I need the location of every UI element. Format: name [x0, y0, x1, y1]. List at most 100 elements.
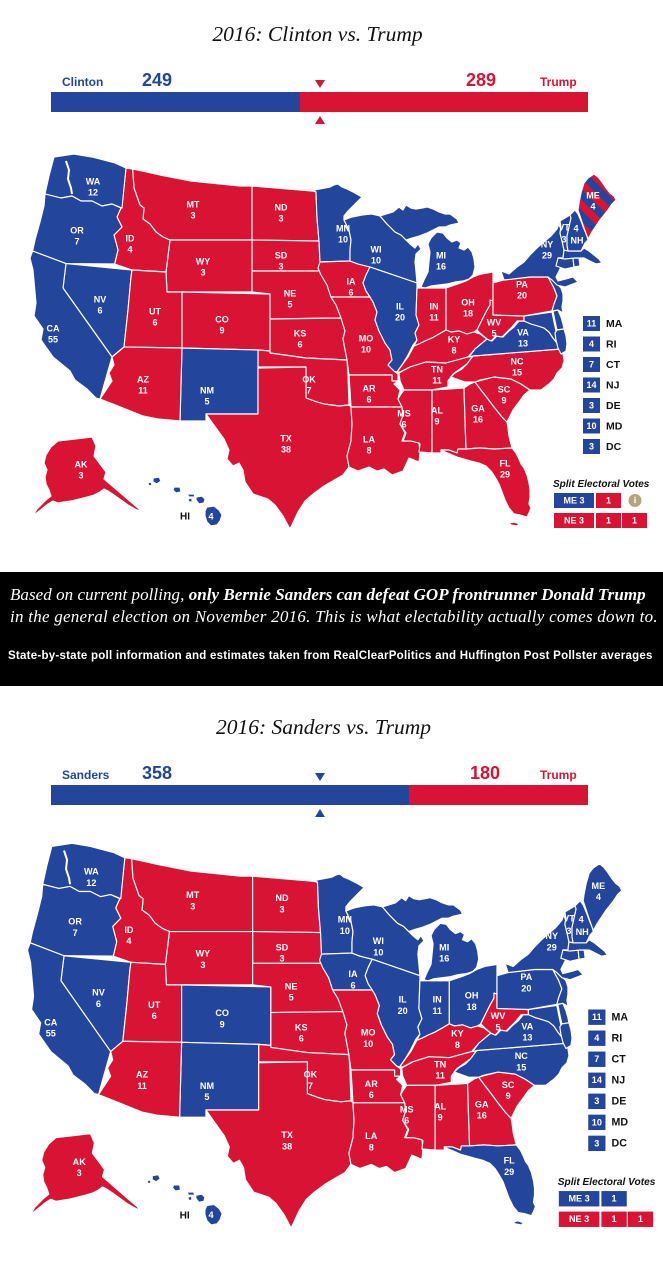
svg-text:NE 3: NE 3 [564, 515, 584, 525]
svg-text:1: 1 [638, 1214, 643, 1224]
svg-text:14: 14 [592, 1075, 603, 1085]
svg-text:7: 7 [594, 1054, 599, 1064]
svg-text:Split Electoral Votes: Split Electoral Votes [558, 1177, 656, 1188]
svg-text:55: 55 [48, 334, 58, 344]
svg-text:SD: SD [276, 942, 289, 952]
svg-text:6: 6 [369, 1090, 374, 1100]
svg-text:3: 3 [200, 267, 205, 277]
svg-text:NY: NY [545, 931, 558, 941]
svg-text:3: 3 [78, 470, 83, 480]
svg-text:OK: OK [304, 1070, 318, 1080]
svg-text:NY: NY [541, 239, 554, 249]
svg-text:16: 16 [473, 414, 483, 424]
svg-text:NM: NM [200, 385, 214, 395]
svg-text:AR: AR [365, 1079, 379, 1089]
svg-text:6: 6 [96, 999, 101, 1009]
svg-text:FL: FL [500, 458, 511, 468]
svg-text:NJ: NJ [612, 1075, 626, 1087]
svg-text:ID: ID [126, 233, 136, 243]
svg-text:18: 18 [463, 308, 473, 318]
svg-text:11: 11 [429, 312, 439, 322]
svg-text:LA: LA [363, 434, 375, 444]
svg-text:12: 12 [86, 878, 96, 888]
svg-text:CA: CA [47, 323, 60, 333]
svg-text:ID: ID [124, 925, 133, 935]
svg-text:NH: NH [571, 235, 584, 245]
svg-text:5: 5 [204, 396, 209, 406]
svg-text:MN: MN [338, 915, 352, 925]
svg-text:15: 15 [512, 367, 522, 377]
svg-text:4: 4 [596, 892, 602, 902]
svg-text:5: 5 [287, 299, 292, 309]
svg-text:6: 6 [348, 287, 353, 297]
svg-text:13: 13 [518, 338, 528, 348]
svg-text:6: 6 [152, 317, 157, 327]
svg-text:MS: MS [397, 408, 411, 418]
svg-text:10: 10 [340, 926, 350, 936]
svg-text:6: 6 [152, 1011, 157, 1021]
svg-text:10: 10 [363, 1039, 373, 1049]
svg-text:MA: MA [612, 1011, 629, 1023]
svg-text:NM: NM [200, 1081, 215, 1091]
svg-text:3: 3 [561, 234, 566, 244]
svg-text:WA: WA [86, 176, 101, 186]
svg-text:11: 11 [435, 1071, 445, 1081]
svg-text:20: 20 [517, 290, 527, 300]
svg-text:16: 16 [477, 1111, 487, 1121]
svg-text:MT: MT [187, 199, 200, 209]
svg-text:10: 10 [371, 255, 381, 265]
svg-text:5: 5 [289, 993, 294, 1003]
svg-text:6: 6 [366, 394, 371, 404]
svg-text:NE: NE [284, 288, 297, 298]
svg-text:NE 3: NE 3 [569, 1214, 589, 1224]
svg-text:AK: AK [73, 1157, 87, 1167]
svg-text:29: 29 [542, 250, 552, 260]
svg-text:PA: PA [516, 279, 528, 289]
svg-text:MN: MN [336, 223, 350, 233]
svg-text:5: 5 [491, 328, 496, 338]
svg-text:CA: CA [44, 1017, 58, 1027]
svg-text:TN: TN [431, 364, 443, 374]
svg-text:IN: IN [430, 301, 439, 311]
svg-text:11: 11 [432, 375, 442, 385]
svg-text:SC: SC [502, 1080, 515, 1090]
svg-text:55: 55 [46, 1029, 56, 1039]
svg-text:4: 4 [594, 1033, 600, 1043]
svg-text:11: 11 [587, 318, 597, 328]
svg-text:WV: WV [487, 317, 502, 327]
svg-text:TX: TX [281, 1130, 294, 1140]
svg-text:3: 3 [190, 210, 195, 220]
svg-text:WY: WY [196, 948, 211, 958]
svg-text:7: 7 [74, 236, 79, 246]
svg-text:5: 5 [204, 1092, 209, 1102]
svg-text:TX: TX [280, 433, 292, 443]
svg-text:3: 3 [200, 960, 205, 970]
svg-text:1: 1 [612, 1194, 617, 1204]
svg-text:3: 3 [594, 1138, 599, 1148]
svg-text:DE: DE [606, 400, 621, 412]
svg-text:10: 10 [338, 234, 348, 244]
svg-text:3: 3 [589, 400, 594, 410]
svg-text:4: 4 [127, 244, 132, 254]
svg-text:7: 7 [589, 359, 594, 369]
svg-text:10: 10 [592, 1117, 602, 1127]
svg-text:8: 8 [366, 445, 371, 455]
svg-text:FL: FL [504, 1156, 516, 1166]
svg-text:9: 9 [438, 1113, 443, 1123]
svg-text:MD: MD [606, 420, 623, 432]
svg-text:7: 7 [73, 928, 78, 938]
svg-text:16: 16 [436, 261, 446, 271]
svg-text:WY: WY [196, 256, 211, 266]
svg-text:6: 6 [404, 1116, 409, 1126]
svg-text:VA: VA [517, 327, 529, 337]
svg-text:7: 7 [308, 1081, 313, 1091]
svg-text:1: 1 [632, 515, 637, 525]
svg-text:MO: MO [359, 333, 374, 343]
svg-text:VT: VT [563, 914, 575, 924]
svg-text:9: 9 [501, 395, 506, 405]
svg-text:WI: WI [371, 244, 382, 254]
svg-text:ME: ME [586, 190, 600, 200]
svg-text:DC: DC [606, 441, 622, 453]
svg-text:ND: ND [275, 202, 288, 212]
svg-text:20: 20 [395, 312, 405, 322]
